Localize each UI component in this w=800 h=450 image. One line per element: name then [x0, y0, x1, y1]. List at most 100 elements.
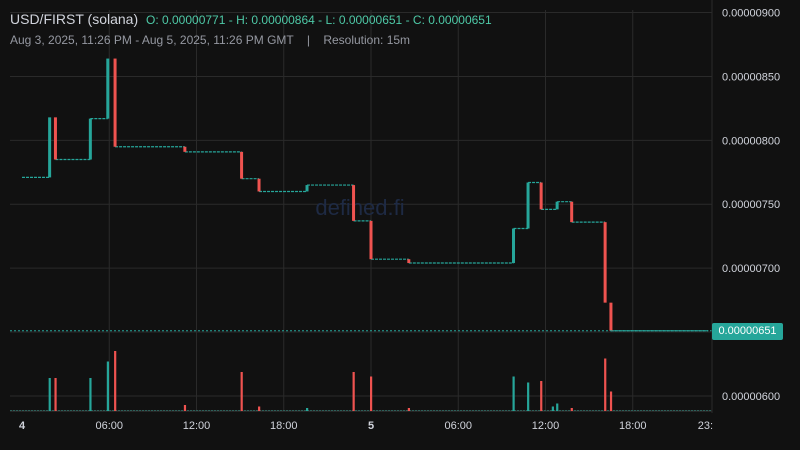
volume-tick — [253, 410, 255, 411]
volume-tick — [454, 410, 456, 411]
volume-tick — [67, 410, 69, 411]
volume-tick — [16, 410, 18, 411]
candle — [407, 259, 411, 264]
volume-tick — [256, 410, 258, 411]
volume-tick — [97, 410, 99, 411]
separator: | — [306, 33, 310, 47]
volume-tick — [637, 410, 639, 411]
volume-tick — [628, 410, 630, 411]
volume-tick — [472, 410, 474, 411]
volume-tick — [121, 410, 123, 411]
volume-tick — [451, 410, 453, 411]
volume-tick — [169, 410, 171, 411]
volume-tick — [64, 410, 66, 411]
volume-tick — [511, 410, 513, 411]
volume-tick — [649, 410, 651, 411]
volume-tick — [394, 410, 396, 411]
open-value: O: 0.00000771 — [146, 13, 226, 27]
volume-tick — [151, 410, 153, 411]
volume-bar — [54, 378, 57, 411]
volume-tick — [643, 410, 645, 411]
chart-header: USD/FIRST (solana) O: 0.00000771 - H: 0.… — [10, 11, 492, 27]
volume-tick — [580, 410, 582, 411]
volume-tick — [229, 410, 231, 411]
volume-tick — [58, 410, 60, 411]
volume-tick — [457, 410, 459, 411]
volume-tick — [448, 410, 450, 411]
time-tick-label: 12:00 — [183, 420, 211, 432]
volume-bar — [240, 372, 243, 411]
volume-tick — [529, 410, 531, 411]
volume-tick — [346, 410, 348, 411]
volume-tick — [496, 410, 498, 411]
time-tick-label: 06:00 — [444, 420, 472, 432]
volume-tick — [145, 410, 147, 411]
volume-tick — [406, 410, 408, 411]
volume-tick — [211, 410, 213, 411]
volume-tick — [238, 410, 240, 411]
volume-tick — [187, 410, 189, 411]
volume-tick — [499, 410, 501, 411]
volume-tick — [163, 410, 165, 411]
volume-tick — [607, 410, 609, 411]
volume-bar — [306, 408, 309, 411]
volume-tick — [424, 410, 426, 411]
volume-tick — [619, 410, 621, 411]
volume-tick — [547, 410, 549, 411]
volume-tick — [235, 410, 237, 411]
volume-tick — [328, 410, 330, 411]
volume-tick — [28, 410, 30, 411]
candle — [352, 185, 356, 221]
time-axis[interactable]: 4 06:00 12:00 18:00 5 06:00 12:00 18:00 23: — [19, 420, 713, 432]
volume-tick — [388, 410, 390, 411]
volume-tick — [577, 410, 579, 411]
volume-tick — [112, 410, 114, 411]
volume-tick — [493, 410, 495, 411]
volume-tick — [334, 410, 336, 411]
volume-tick — [343, 410, 345, 411]
volume-tick — [379, 410, 381, 411]
volume-tick — [364, 410, 366, 411]
volume-tick — [124, 410, 126, 411]
resolution-label[interactable]: Resolution: 15m — [323, 33, 411, 47]
volume-tick — [340, 410, 342, 411]
time-tick-label: 4 — [19, 420, 26, 432]
price-axis[interactable]: 0.00000600 0.00000700 0.00000750 0.00000800… — [722, 8, 780, 403]
volume-bar — [540, 381, 543, 411]
volume-tick — [520, 410, 522, 411]
volume-bar — [512, 376, 515, 411]
volume-tick — [37, 410, 39, 411]
volume-tick — [85, 410, 87, 411]
volume-tick — [172, 410, 174, 411]
volume-tick — [325, 410, 327, 411]
volume-bar — [89, 378, 92, 411]
volume-tick — [136, 410, 138, 411]
pair-title: USD/FIRST (solana) — [10, 11, 139, 27]
volume-tick — [460, 410, 462, 411]
volume-tick — [583, 410, 585, 411]
volume-tick — [502, 410, 504, 411]
date-range: Aug 3, 2025, 11:26 PM - Aug 5, 2025, 11:… — [10, 33, 294, 47]
volume-tick — [175, 410, 177, 411]
volume-tick — [601, 410, 603, 411]
volume-bar — [48, 378, 51, 411]
volume-tick — [664, 410, 666, 411]
volume-tick — [286, 410, 288, 411]
volume-tick — [148, 410, 150, 411]
volume-tick — [589, 410, 591, 411]
volume-tick — [469, 410, 471, 411]
volume-tick — [208, 410, 210, 411]
volume-tick — [655, 410, 657, 411]
volume-tick — [652, 410, 654, 411]
close-value: C: 0.00000651 — [412, 13, 492, 27]
time-tick-label: 18:00 — [270, 420, 298, 432]
volume-tick — [475, 410, 477, 411]
volume-tick — [421, 410, 423, 411]
volume-tick — [625, 410, 627, 411]
volume-tick — [271, 410, 273, 411]
volume-tick — [676, 410, 678, 411]
volume-tick — [265, 410, 267, 411]
volume-tick — [205, 410, 207, 411]
volume-tick — [430, 410, 432, 411]
